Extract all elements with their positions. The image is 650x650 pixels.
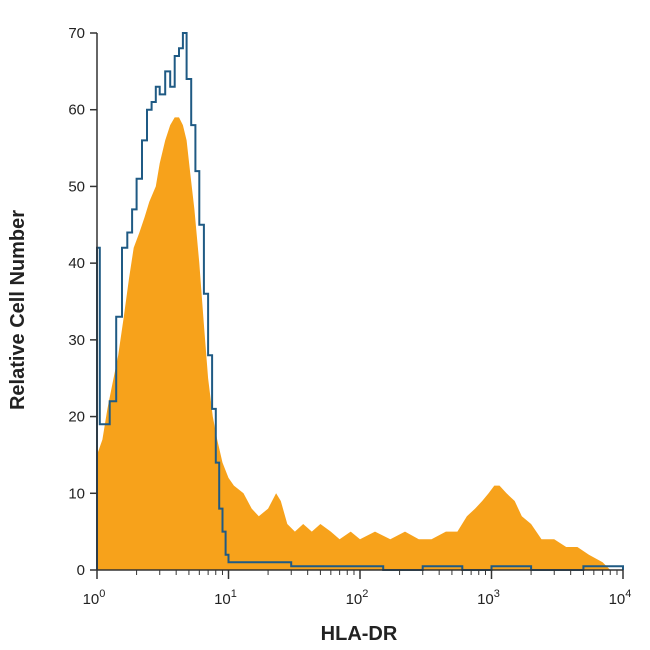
y-tick-label: 60	[68, 102, 85, 119]
x-axis-title: HLA-DR	[321, 623, 398, 645]
y-tick-label: 20	[68, 409, 85, 426]
series-outline-1	[96, 32, 624, 571]
y-axis: 0 10 20 30 40 50 60 70	[68, 25, 98, 579]
x-axis: 100 101 102 103 104	[83, 569, 632, 608]
plot-area	[96, 32, 624, 571]
x-tick-label: 101	[214, 588, 237, 608]
y-tick-label: 10	[68, 485, 85, 502]
x-tick-label: 102	[346, 588, 369, 608]
series-area-0	[97, 117, 611, 571]
y-tick-label: 30	[68, 332, 85, 349]
x-tick-label: 103	[477, 588, 500, 608]
y-tick-label: 0	[77, 562, 85, 579]
x-tick-label: 100	[83, 588, 106, 608]
y-tick-label: 40	[68, 255, 85, 272]
y-tick-label: 50	[68, 178, 85, 195]
y-axis-title: Relative Cell Number	[7, 210, 29, 410]
x-tick-label: 104	[609, 588, 632, 608]
y-tick-label: 70	[68, 25, 85, 42]
